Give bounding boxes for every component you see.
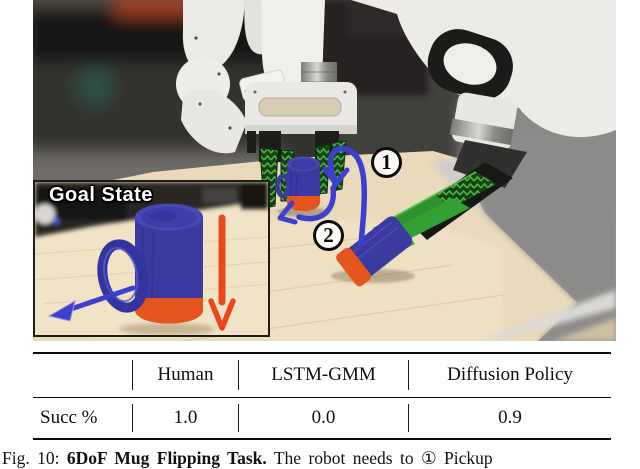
caption-prefix: Fig. 10:	[2, 448, 67, 468]
table-data-row: Succ % 1.0 0.0 0.9	[33, 398, 611, 438]
right-mug	[331, 216, 415, 287]
value-human: 1.0	[132, 404, 238, 432]
goal-mug	[97, 203, 215, 335]
row-label-succ: Succ %	[40, 407, 98, 428]
table-header-row: Human LSTM-GMM Diffusion Policy	[33, 354, 611, 397]
arrow-2-head	[277, 200, 298, 225]
value-lstm-gmm: 0.0	[238, 404, 408, 432]
results-table: Human LSTM-GMM Diffusion Policy Succ % 1…	[33, 352, 611, 440]
robot-photo: Goal State 1 2	[33, 0, 616, 341]
header-diffusion-policy: Diffusion Policy	[408, 360, 611, 391]
goal-state-scene	[35, 182, 268, 335]
right-robot-arm	[331, 0, 616, 287]
header-human: Human	[132, 360, 238, 391]
goal-state-inset: Goal State	[33, 180, 270, 337]
table-top-rule	[33, 352, 611, 354]
table-mid-rule	[33, 396, 611, 398]
caption-text: The robot needs to ① Pickup	[266, 448, 493, 468]
step-1-number: 1	[381, 150, 392, 174]
motion-arrows	[277, 146, 368, 247]
step-1-badge: 1	[371, 147, 402, 178]
header-lstm-gmm: LSTM-GMM	[238, 360, 408, 391]
center-mug	[275, 156, 328, 217]
step-2-number: 2	[323, 223, 334, 247]
value-diffusion-policy: 0.9	[408, 404, 611, 432]
arrow-2-arc	[296, 185, 337, 222]
goal-state-label: Goal State	[49, 184, 153, 206]
figure-caption: Fig. 10: 6DoF Mug Flipping Task. The rob…	[2, 448, 640, 469]
header-empty-cell	[33, 360, 132, 390]
arrow-1-head	[322, 166, 350, 187]
caption-title: 6DoF Mug Flipping Task.	[66, 448, 267, 468]
table-bottom-rule	[33, 438, 611, 440]
goal-arrows	[47, 214, 236, 331]
step-2-badge: 2	[313, 220, 344, 251]
arrow-1-arc	[327, 146, 368, 247]
